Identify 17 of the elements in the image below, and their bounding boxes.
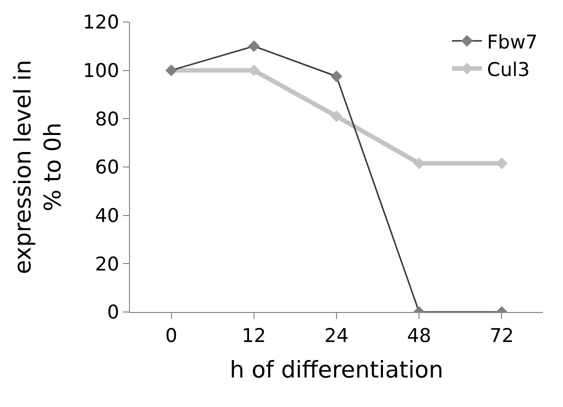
- y-tick-label: 60: [95, 156, 120, 179]
- x-axis-title: h of differentiation: [230, 357, 444, 384]
- y-tick-label: 20: [95, 253, 120, 276]
- y-tick-label: 0: [107, 302, 120, 324]
- y-axis-title: expression level in % to 0h: [10, 60, 66, 274]
- legend-label: Cul3: [487, 58, 530, 81]
- x-tick-label: 24: [324, 324, 349, 347]
- legend-label: Fbw7: [487, 31, 538, 54]
- y-tick-label: 80: [95, 108, 120, 130]
- x-tick-label: 48: [407, 324, 432, 347]
- y-tick-label: 100: [82, 60, 120, 82]
- y-tick-label: 40: [95, 204, 120, 227]
- x-tick-label: 12: [242, 324, 266, 347]
- x-tick-label: 0: [165, 324, 178, 347]
- x-tick-label: 72: [490, 324, 514, 347]
- point: [330, 110, 342, 122]
- y-tick-label: 120: [82, 12, 120, 34]
